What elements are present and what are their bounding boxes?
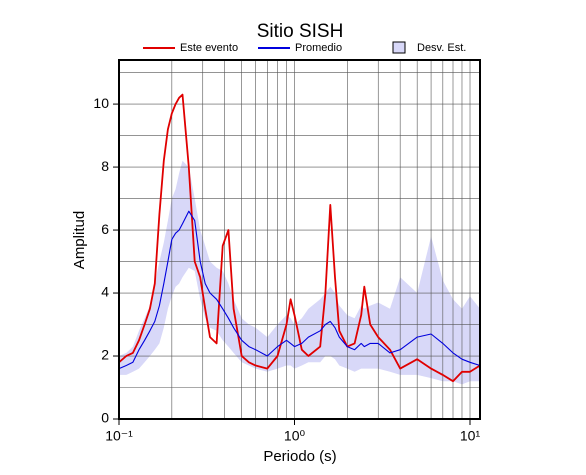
legend-swatch bbox=[392, 41, 406, 54]
plot-frame bbox=[118, 59, 481, 420]
y-axis-label: Amplitud bbox=[71, 211, 88, 269]
y-tick-label: 0 bbox=[101, 410, 109, 426]
x-axis-label: Periodo (s) bbox=[263, 448, 336, 465]
series-line bbox=[118, 210, 481, 370]
x-tick-label: 10⁰ bbox=[284, 428, 306, 444]
legend-label: Promedio bbox=[295, 42, 342, 54]
y-tick-label: 2 bbox=[101, 347, 109, 363]
legend-label: Este evento bbox=[180, 42, 238, 54]
y-tick-label: 4 bbox=[101, 284, 109, 300]
x-tick-label: 10⁻¹ bbox=[105, 428, 133, 444]
y-tick-label: 10 bbox=[93, 95, 109, 111]
legend-label: Desv. Est. bbox=[417, 42, 466, 54]
std-band bbox=[119, 160, 480, 385]
series-line bbox=[118, 93, 481, 383]
y-tick-label: 8 bbox=[101, 158, 109, 174]
y-tick-label: 6 bbox=[101, 221, 109, 237]
x-tick-label: 10¹ bbox=[460, 428, 481, 444]
chart-title: Sitio SISH bbox=[257, 21, 344, 42]
